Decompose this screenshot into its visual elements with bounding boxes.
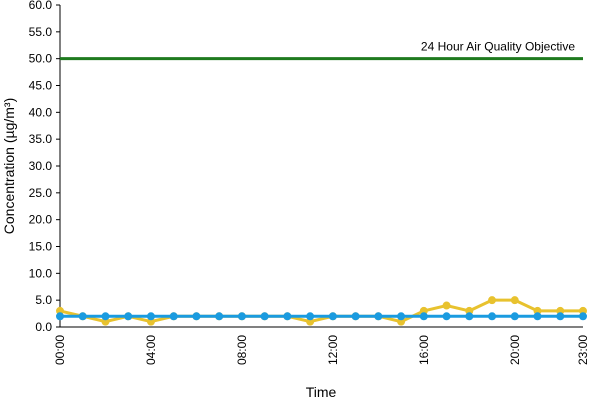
y-tick-label: 35.0 (29, 132, 53, 146)
point (101, 312, 110, 321)
point (442, 312, 451, 321)
series-line (59, 298, 583, 324)
point (374, 312, 383, 321)
point (579, 312, 587, 321)
point (488, 312, 497, 321)
point (306, 312, 315, 321)
point (510, 296, 519, 305)
point (283, 312, 292, 321)
y-tick-label: 45.0 (29, 79, 53, 93)
point (556, 312, 565, 321)
x-tick-label: 16:00 (417, 335, 431, 365)
y-tick-label: 20.0 (29, 213, 53, 227)
point (419, 312, 428, 321)
x-tick-label: 23:00 (576, 335, 590, 365)
point (351, 312, 360, 321)
y-tick-label: 15.0 (29, 240, 53, 254)
y-tick-label: 30.0 (29, 159, 53, 173)
point (124, 312, 133, 321)
point (56, 312, 64, 321)
point (328, 312, 337, 321)
point (237, 312, 246, 321)
y-tick-label: 50.0 (29, 52, 53, 66)
y-tick-label: 0.0 (35, 320, 52, 334)
y-tick-label: 10.0 (29, 266, 53, 280)
point (442, 301, 451, 310)
y-tick-label: 25.0 (29, 186, 53, 200)
y-tick-label: 55.0 (29, 25, 53, 39)
x-tick-label: 20:00 (508, 335, 522, 365)
x-tick-label: 08:00 (235, 335, 249, 365)
y-axis-label: Concentration (µg/m³) (1, 98, 17, 234)
point (169, 312, 178, 321)
point (488, 296, 497, 305)
point (397, 312, 406, 321)
y-tick-label: 60.0 (29, 0, 53, 12)
x-axis-label: Time (306, 384, 337, 400)
x-tick-label: 12:00 (326, 335, 340, 365)
objective-label: 24 Hour Air Quality Objective (421, 40, 575, 54)
x-tick-label: 00:00 (53, 335, 67, 365)
point (260, 312, 269, 321)
y-tick-label: 40.0 (29, 105, 53, 119)
point (215, 312, 224, 321)
point (510, 312, 519, 321)
point (465, 312, 474, 321)
point (78, 312, 87, 321)
point (146, 312, 155, 321)
x-tick-label: 04:00 (144, 335, 158, 365)
point (533, 312, 542, 321)
point (192, 312, 201, 321)
y-tick-label: 5.0 (35, 293, 52, 307)
